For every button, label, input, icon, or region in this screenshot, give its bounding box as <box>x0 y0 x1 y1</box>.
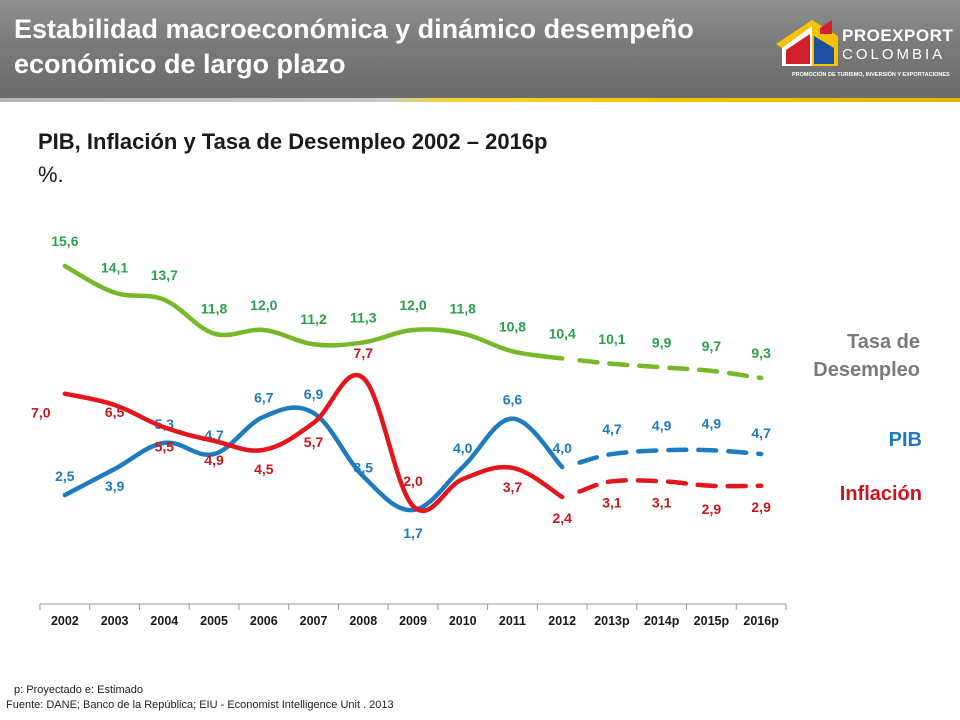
logo-tagline: PROMOCIÓN DE TURISMO, INVERSIÓN Y EXPORT… <box>792 72 950 78</box>
x-tick-label: 2002 <box>51 614 79 628</box>
x-tick-label: 2011 <box>499 614 526 628</box>
x-tick-label: 2016p <box>743 614 779 628</box>
chart-subtitle: %. <box>38 162 64 187</box>
data-label: 11,8 <box>449 301 476 317</box>
data-label: 12,0 <box>399 297 426 313</box>
series-line-projected <box>577 447 764 465</box>
series-line-actual <box>62 405 565 513</box>
data-label: 3,7 <box>503 479 523 495</box>
data-label: 4,9 <box>204 452 224 468</box>
data-label: 9,7 <box>702 338 722 354</box>
data-label: 9,9 <box>652 334 672 350</box>
data-label: 5,7 <box>304 434 324 450</box>
logo-country: COLOMBIA <box>842 46 946 63</box>
data-label: 5,5 <box>155 438 175 454</box>
page-title: Estabilidad macroeconómica y dinámico de… <box>14 14 694 79</box>
x-tick-label: 2015p <box>694 614 730 628</box>
series-line-projected <box>577 478 764 494</box>
data-label: 2,9 <box>702 501 722 517</box>
data-label: 7,7 <box>354 345 374 361</box>
data-label: 10,8 <box>499 318 526 334</box>
x-tick-label: 2004 <box>150 614 178 628</box>
footnote: p: Proyectado e: Estimado <box>14 684 144 696</box>
x-tick-label: 2009 <box>399 614 427 628</box>
data-label: 7,0 <box>31 405 51 421</box>
legend-desempleo: Tasa de Desempleo <box>720 328 920 384</box>
proexport-logo: PROEXPORT COLOMBIA PROMOCIÓN DE TURISMO,… <box>772 14 953 88</box>
data-label: 11,2 <box>300 311 327 327</box>
legend-inflacion: Inflación <box>839 483 922 505</box>
data-label: 6,9 <box>304 386 324 402</box>
series-line-actual <box>62 263 565 361</box>
data-label: 11,8 <box>201 301 228 317</box>
series-line-actual <box>62 373 565 514</box>
data-label: 12,0 <box>250 297 277 313</box>
series-line-projected <box>577 358 764 381</box>
data-label: 4,7 <box>602 421 622 437</box>
data-label: 4,0 <box>453 440 473 456</box>
chart-title: PIB, Inflación y Tasa de Desempleo 2002 … <box>38 129 548 154</box>
data-label: 2,0 <box>403 473 423 489</box>
data-label: 4,7 <box>751 425 771 441</box>
data-label: 2,5 <box>55 468 75 484</box>
x-tick-label: 2010 <box>449 614 477 628</box>
data-label: 15,6 <box>51 233 78 249</box>
header-accent-stripe <box>0 98 960 102</box>
data-label: 9,3 <box>751 345 771 361</box>
data-label: 3,1 <box>652 494 672 510</box>
data-label: 13,7 <box>151 267 178 283</box>
data-label: 14,1 <box>101 260 128 276</box>
data-label: 6,7 <box>254 390 274 406</box>
data-label: 11,3 <box>350 309 377 325</box>
x-tick-label: 2007 <box>300 614 328 628</box>
data-label: 10,1 <box>598 331 625 347</box>
data-label: 3,9 <box>105 478 125 494</box>
header-bar: Estabilidad macroeconómica y dinámico de… <box>0 0 960 100</box>
x-tick-label: 2003 <box>101 614 129 628</box>
x-tick-label: 2005 <box>200 614 228 628</box>
data-label: 6,5 <box>105 404 125 420</box>
data-label: 2,9 <box>751 499 771 515</box>
data-label: 4,9 <box>652 417 672 433</box>
x-tick-label: 2013p <box>594 614 630 628</box>
data-label: 4,9 <box>702 415 722 431</box>
data-label: 2,4 <box>552 510 572 526</box>
legend-desempleo-line-1: Tasa de <box>847 331 920 353</box>
data-label: 10,4 <box>549 325 576 341</box>
data-label: 3,1 <box>602 494 622 510</box>
x-tick-label: 2008 <box>349 614 377 628</box>
x-tick-label: 2014p <box>644 614 680 628</box>
logo-house-icon <box>776 20 838 66</box>
legend-desempleo-line-2: Desempleo <box>813 359 920 381</box>
data-label: 4,5 <box>254 461 274 477</box>
x-tick-label: 2006 <box>250 614 278 628</box>
data-label: 1,7 <box>403 525 423 541</box>
x-tick-label: 2012 <box>548 614 576 628</box>
data-label: 4,0 <box>552 440 572 456</box>
data-label: 6,6 <box>503 392 523 408</box>
data-label: 3,5 <box>354 459 374 475</box>
source-note: Fuente: DANE; Banco de la República; EIU… <box>6 699 394 711</box>
legend-pib: PIB <box>888 429 922 451</box>
logo-name: PROEXPORT <box>842 26 954 45</box>
